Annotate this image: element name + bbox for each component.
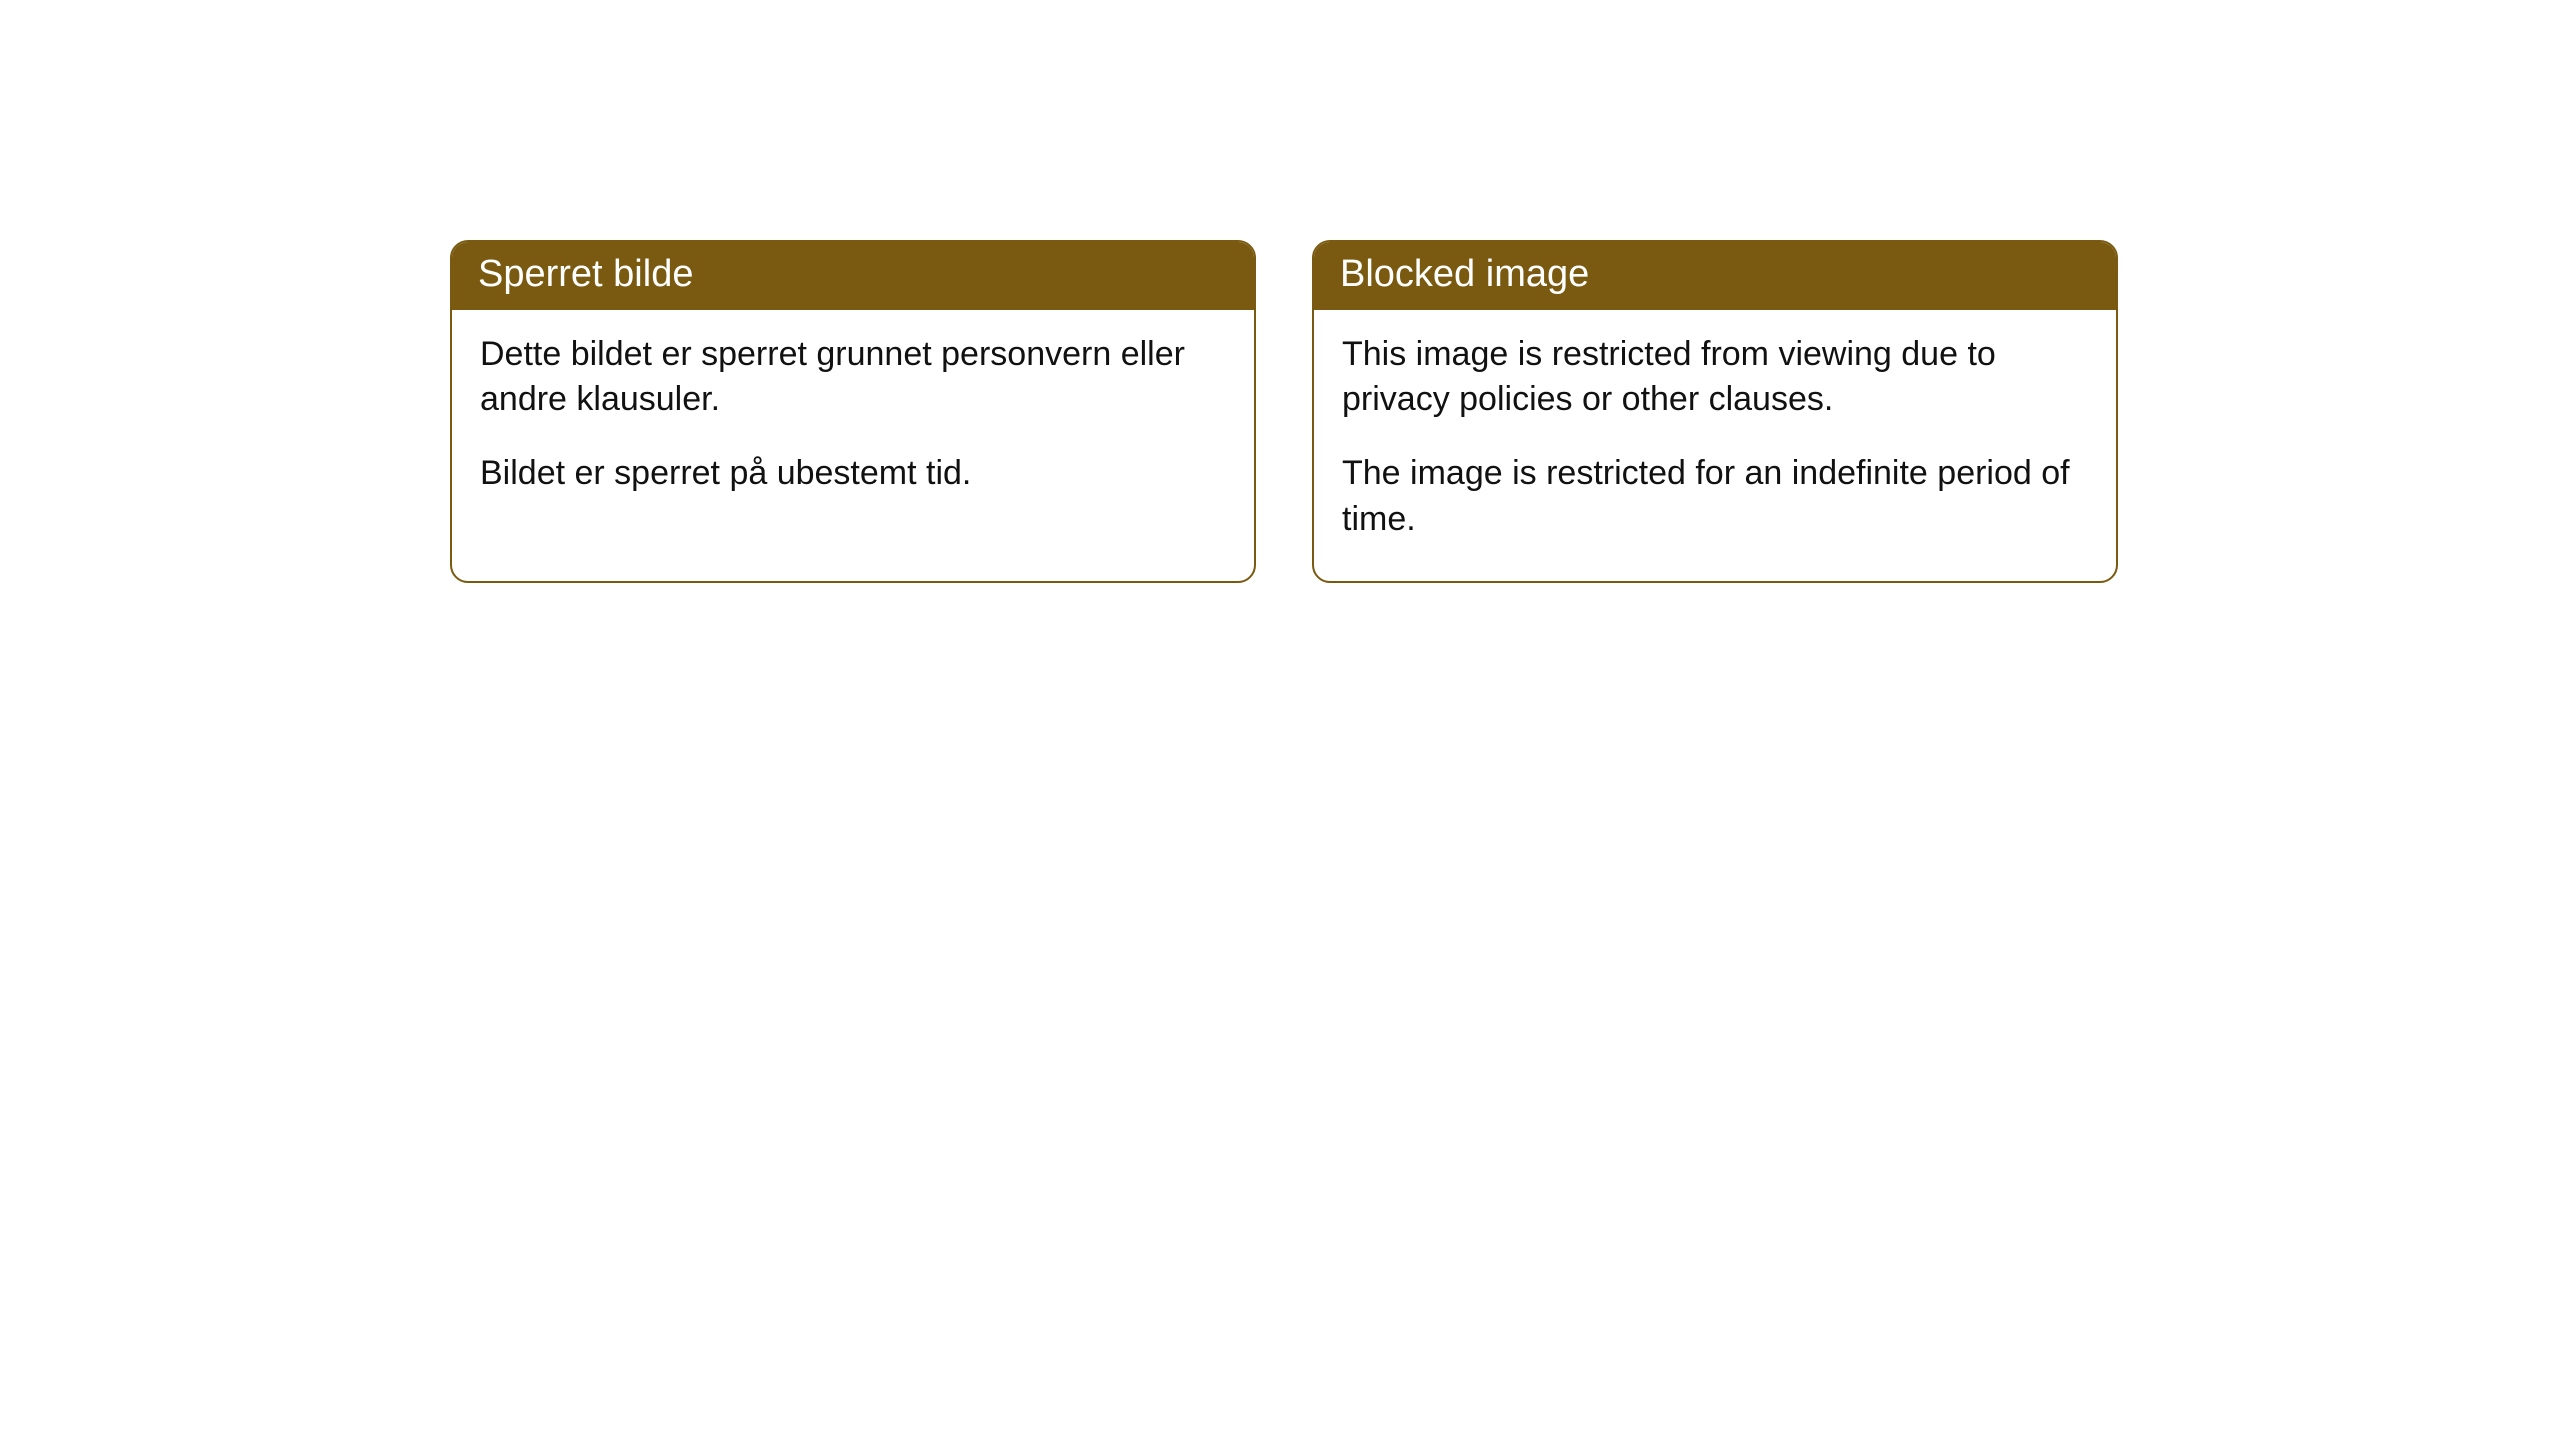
card-paragraph: This image is restricted from viewing du… (1342, 332, 2088, 424)
card-paragraph: Dette bildet er sperret grunnet personve… (480, 332, 1226, 424)
card-paragraph: Bildet er sperret på ubestemt tid. (480, 451, 1226, 497)
notice-cards-container: Sperret bilde Dette bildet er sperret gr… (450, 240, 2118, 583)
card-body: Dette bildet er sperret grunnet personve… (452, 310, 1254, 536)
card-body: This image is restricted from viewing du… (1314, 310, 2116, 582)
blocked-image-card-english: Blocked image This image is restricted f… (1312, 240, 2118, 583)
card-header: Sperret bilde (452, 242, 1254, 310)
card-header: Blocked image (1314, 242, 2116, 310)
blocked-image-card-norwegian: Sperret bilde Dette bildet er sperret gr… (450, 240, 1256, 583)
card-paragraph: The image is restricted for an indefinit… (1342, 451, 2088, 543)
